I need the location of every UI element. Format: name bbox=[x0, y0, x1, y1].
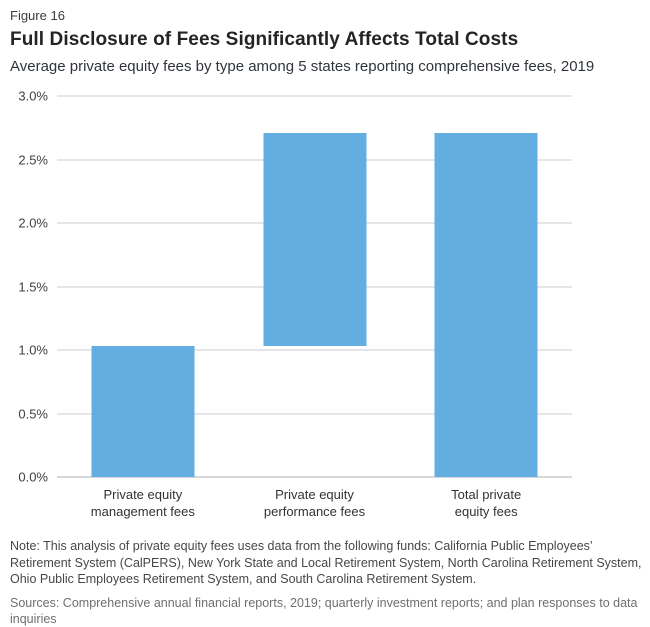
x-axis-label-line: management fees bbox=[90, 504, 195, 519]
sources-text: Sources: Comprehensive annual financial … bbox=[10, 595, 638, 626]
x-axis-label-total-fees: Total private equity fees bbox=[400, 486, 572, 520]
bar-private-equity-management-fees bbox=[91, 346, 195, 477]
y-axis-tick-label: 1.0% bbox=[18, 342, 48, 358]
x-axis-baseline: 0.0% bbox=[18, 470, 572, 485]
x-axis-labels: Private equity management fees Private e… bbox=[57, 486, 572, 520]
gridline: 1.0% bbox=[18, 343, 572, 358]
bar-private-equity-performance-fees bbox=[263, 132, 366, 347]
bar-total-private-equity-fees bbox=[434, 132, 538, 477]
figure-label: Figure 16 bbox=[10, 8, 65, 23]
figure-page: Figure 16 Full Disclosure of Fees Signif… bbox=[10, 8, 642, 627]
x-axis-label-line: Total private bbox=[451, 487, 522, 502]
y-axis-tick-label: 1.5% bbox=[18, 279, 48, 294]
y-axis-tick-label: 2.0% bbox=[18, 215, 48, 231]
y-axis-tick-label: 3.0% bbox=[18, 88, 48, 104]
x-axis-label-line: Private equity bbox=[103, 487, 183, 502]
note-text: Note: This analysis of private equity fe… bbox=[10, 539, 642, 586]
x-axis-label-line: Private equity bbox=[275, 487, 354, 502]
x-axis-label-line: equity fees bbox=[454, 504, 518, 519]
gridline: 3.0% bbox=[18, 89, 572, 104]
y-axis-tick-label: 2.5% bbox=[18, 152, 48, 167]
chart-subtitle: Average private equity fees by type amon… bbox=[10, 58, 595, 75]
gridline: 0.5% bbox=[18, 406, 572, 421]
page-title: Full Disclosure of Fees Significantly Af… bbox=[10, 29, 519, 50]
x-axis-label-line: performance fees bbox=[263, 504, 366, 519]
bar-slot-management-fees bbox=[57, 96, 229, 477]
y-axis-tick-label: 0.0% bbox=[18, 469, 48, 485]
bar-slot-total-fees bbox=[400, 96, 572, 477]
x-axis-label-management-fees: Private equity management fees bbox=[57, 486, 229, 520]
x-axis-label-performance-fees: Private equity performance fees bbox=[229, 486, 401, 520]
fees-waterfall-chart: 3.0% 2.5% 2.0% 1.5% 1.0% 0.5% 0.0% bbox=[10, 89, 640, 520]
bar-slot-performance-fees bbox=[229, 96, 401, 477]
plot-area: 3.0% 2.5% 2.0% 1.5% 1.0% 0.5% 0.0% bbox=[18, 89, 572, 485]
bar-series bbox=[57, 96, 572, 477]
y-axis-tick-label: 0.5% bbox=[18, 406, 48, 421]
